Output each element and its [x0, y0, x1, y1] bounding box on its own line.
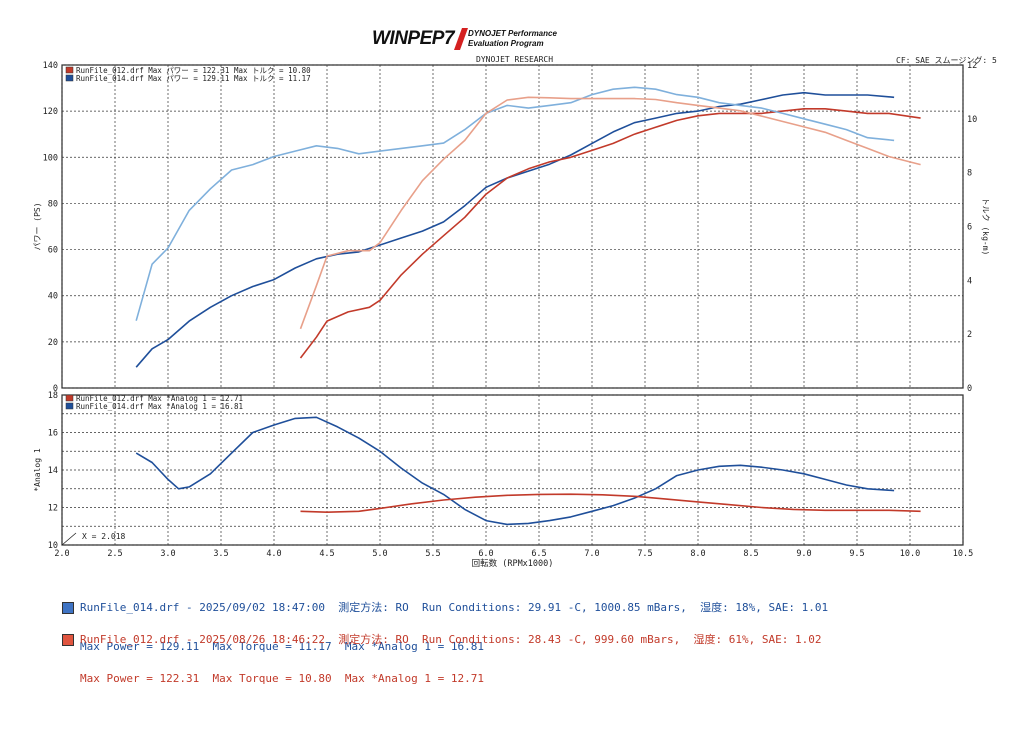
analog-y-tick-label: 14 — [48, 466, 58, 476]
header-right-text: CF: SAE スムージング: 5 — [896, 56, 997, 65]
torque-y-tick-label: 4 — [967, 276, 972, 286]
analog-y-tick-label: 16 — [48, 429, 58, 439]
power-y-tick-label: 140 — [43, 61, 58, 71]
x-tick-label: 10.0 — [900, 549, 920, 559]
x-tick-label: 5.0 — [372, 549, 387, 559]
analog-legend-entry: RunFile_014.drf Max *Analog 1 = 16.81 — [76, 402, 243, 411]
analog-line-014 — [135, 416, 895, 526]
x-tick-label: 3.5 — [213, 549, 228, 559]
x-tick-label: 10.5 — [953, 549, 973, 559]
torque-y-tick-label: 8 — [967, 169, 972, 179]
power-y-tick-label: 80 — [48, 199, 58, 209]
torque-line-012 — [299, 96, 921, 330]
x-tick-label: 8.5 — [743, 549, 758, 559]
x-axis-label: 回転数 (RPMx1000) — [472, 558, 554, 569]
torque-y-tick-label: 0 — [967, 384, 972, 394]
x-tick-label: 3.0 — [160, 549, 175, 559]
power-y-tick-label: 100 — [43, 153, 58, 163]
torque-y-tick-label: 6 — [967, 223, 972, 233]
winpep-logo: WINPEP7 DYNOJET Performance Evaluation P… — [372, 26, 602, 54]
run-012-line1: RunFile_012.drf - 2025/08/26 18:46:22 測定… — [80, 633, 822, 646]
analog-y-tick-label: 18 — [48, 391, 58, 401]
x-tick-label: 6.0 — [478, 549, 493, 559]
analog-y-tick-label: 12 — [48, 504, 58, 514]
torque-line-014 — [135, 86, 895, 321]
x-tick-label: 8.0 — [690, 549, 705, 559]
run-014-swatch — [62, 602, 74, 614]
run-012-swatch — [62, 634, 74, 646]
run-012-summary: RunFile_012.drf - 2025/08/26 18:46:22 測定… — [62, 607, 822, 698]
cursor-marker — [61, 532, 77, 546]
x-tick-label: 2.5 — [107, 549, 122, 559]
run-012-line2: Max Power = 122.31 Max Torque = 10.80 Ma… — [80, 672, 484, 685]
x-tick-label: 4.0 — [266, 549, 281, 559]
power-legend-swatch — [65, 66, 74, 74]
analog-line-012 — [300, 493, 921, 513]
logo-line2: Evaluation Program — [468, 39, 544, 48]
power-line-012 — [299, 108, 921, 359]
power-y-tick-label: 0 — [53, 384, 58, 394]
power-axis-label: パワー (PS) — [33, 202, 42, 250]
run-014-line1: RunFile_014.drf - 2025/09/02 18:47:00 測定… — [80, 601, 829, 614]
logo-line1: DYNOJET Performance — [468, 29, 557, 38]
power-legend-swatch — [65, 74, 74, 82]
cursor-annotation: X = 2.018 — [82, 532, 126, 541]
torque-y-tick-label: 2 — [967, 330, 972, 340]
analog-legend-swatch — [65, 394, 74, 402]
power-line-014 — [135, 91, 895, 368]
run-014-summary: RunFile_014.drf - 2025/09/02 18:47:00 測定… — [62, 575, 828, 666]
run-014-line2: Max Power = 129.11 Max Torque = 11.17 Ma… — [80, 640, 484, 653]
x-tick-label: 7.0 — [584, 549, 599, 559]
x-tick-label: 7.5 — [637, 549, 652, 559]
torque-axis-label: トルク (kg-m) — [981, 198, 990, 256]
power-y-tick-label: 60 — [48, 246, 58, 256]
power-legend-entry: RunFile_014.drf Max パワー = 129.11 Max トルク… — [76, 74, 311, 83]
header-center-text: DYNOJET RESEARCH — [476, 55, 554, 64]
power-panel-frame — [61, 64, 964, 389]
analog-y-tick-label: 10 — [48, 541, 58, 551]
analog-axis-label: *Analog 1 — [33, 448, 42, 492]
x-tick-label: 9.5 — [849, 549, 864, 559]
x-tick-label: 9.0 — [796, 549, 811, 559]
torque-y-tick-label: 10 — [967, 115, 977, 125]
logo-brand: WINPEP7 — [372, 28, 455, 49]
x-tick-label: 6.5 — [531, 549, 546, 559]
logo-subtitle: DYNOJET Performance Evaluation Program — [468, 29, 557, 49]
x-tick-label: 2.0 — [54, 549, 69, 559]
power-y-tick-label: 20 — [48, 338, 58, 348]
analog-legend-swatch — [65, 402, 74, 410]
analog-legend-entry: RunFile_012.drf Max *Analog 1 = 12.71 — [76, 394, 243, 403]
power-y-tick-label: 40 — [48, 292, 58, 302]
power-legend-entry: RunFile_012.drf Max パワー = 122.31 Max トルク… — [76, 66, 311, 75]
x-tick-label: 5.5 — [425, 549, 440, 559]
x-tick-label: 4.5 — [319, 549, 334, 559]
torque-y-tick-label: 12 — [967, 61, 977, 71]
power-y-tick-label: 120 — [43, 107, 58, 117]
